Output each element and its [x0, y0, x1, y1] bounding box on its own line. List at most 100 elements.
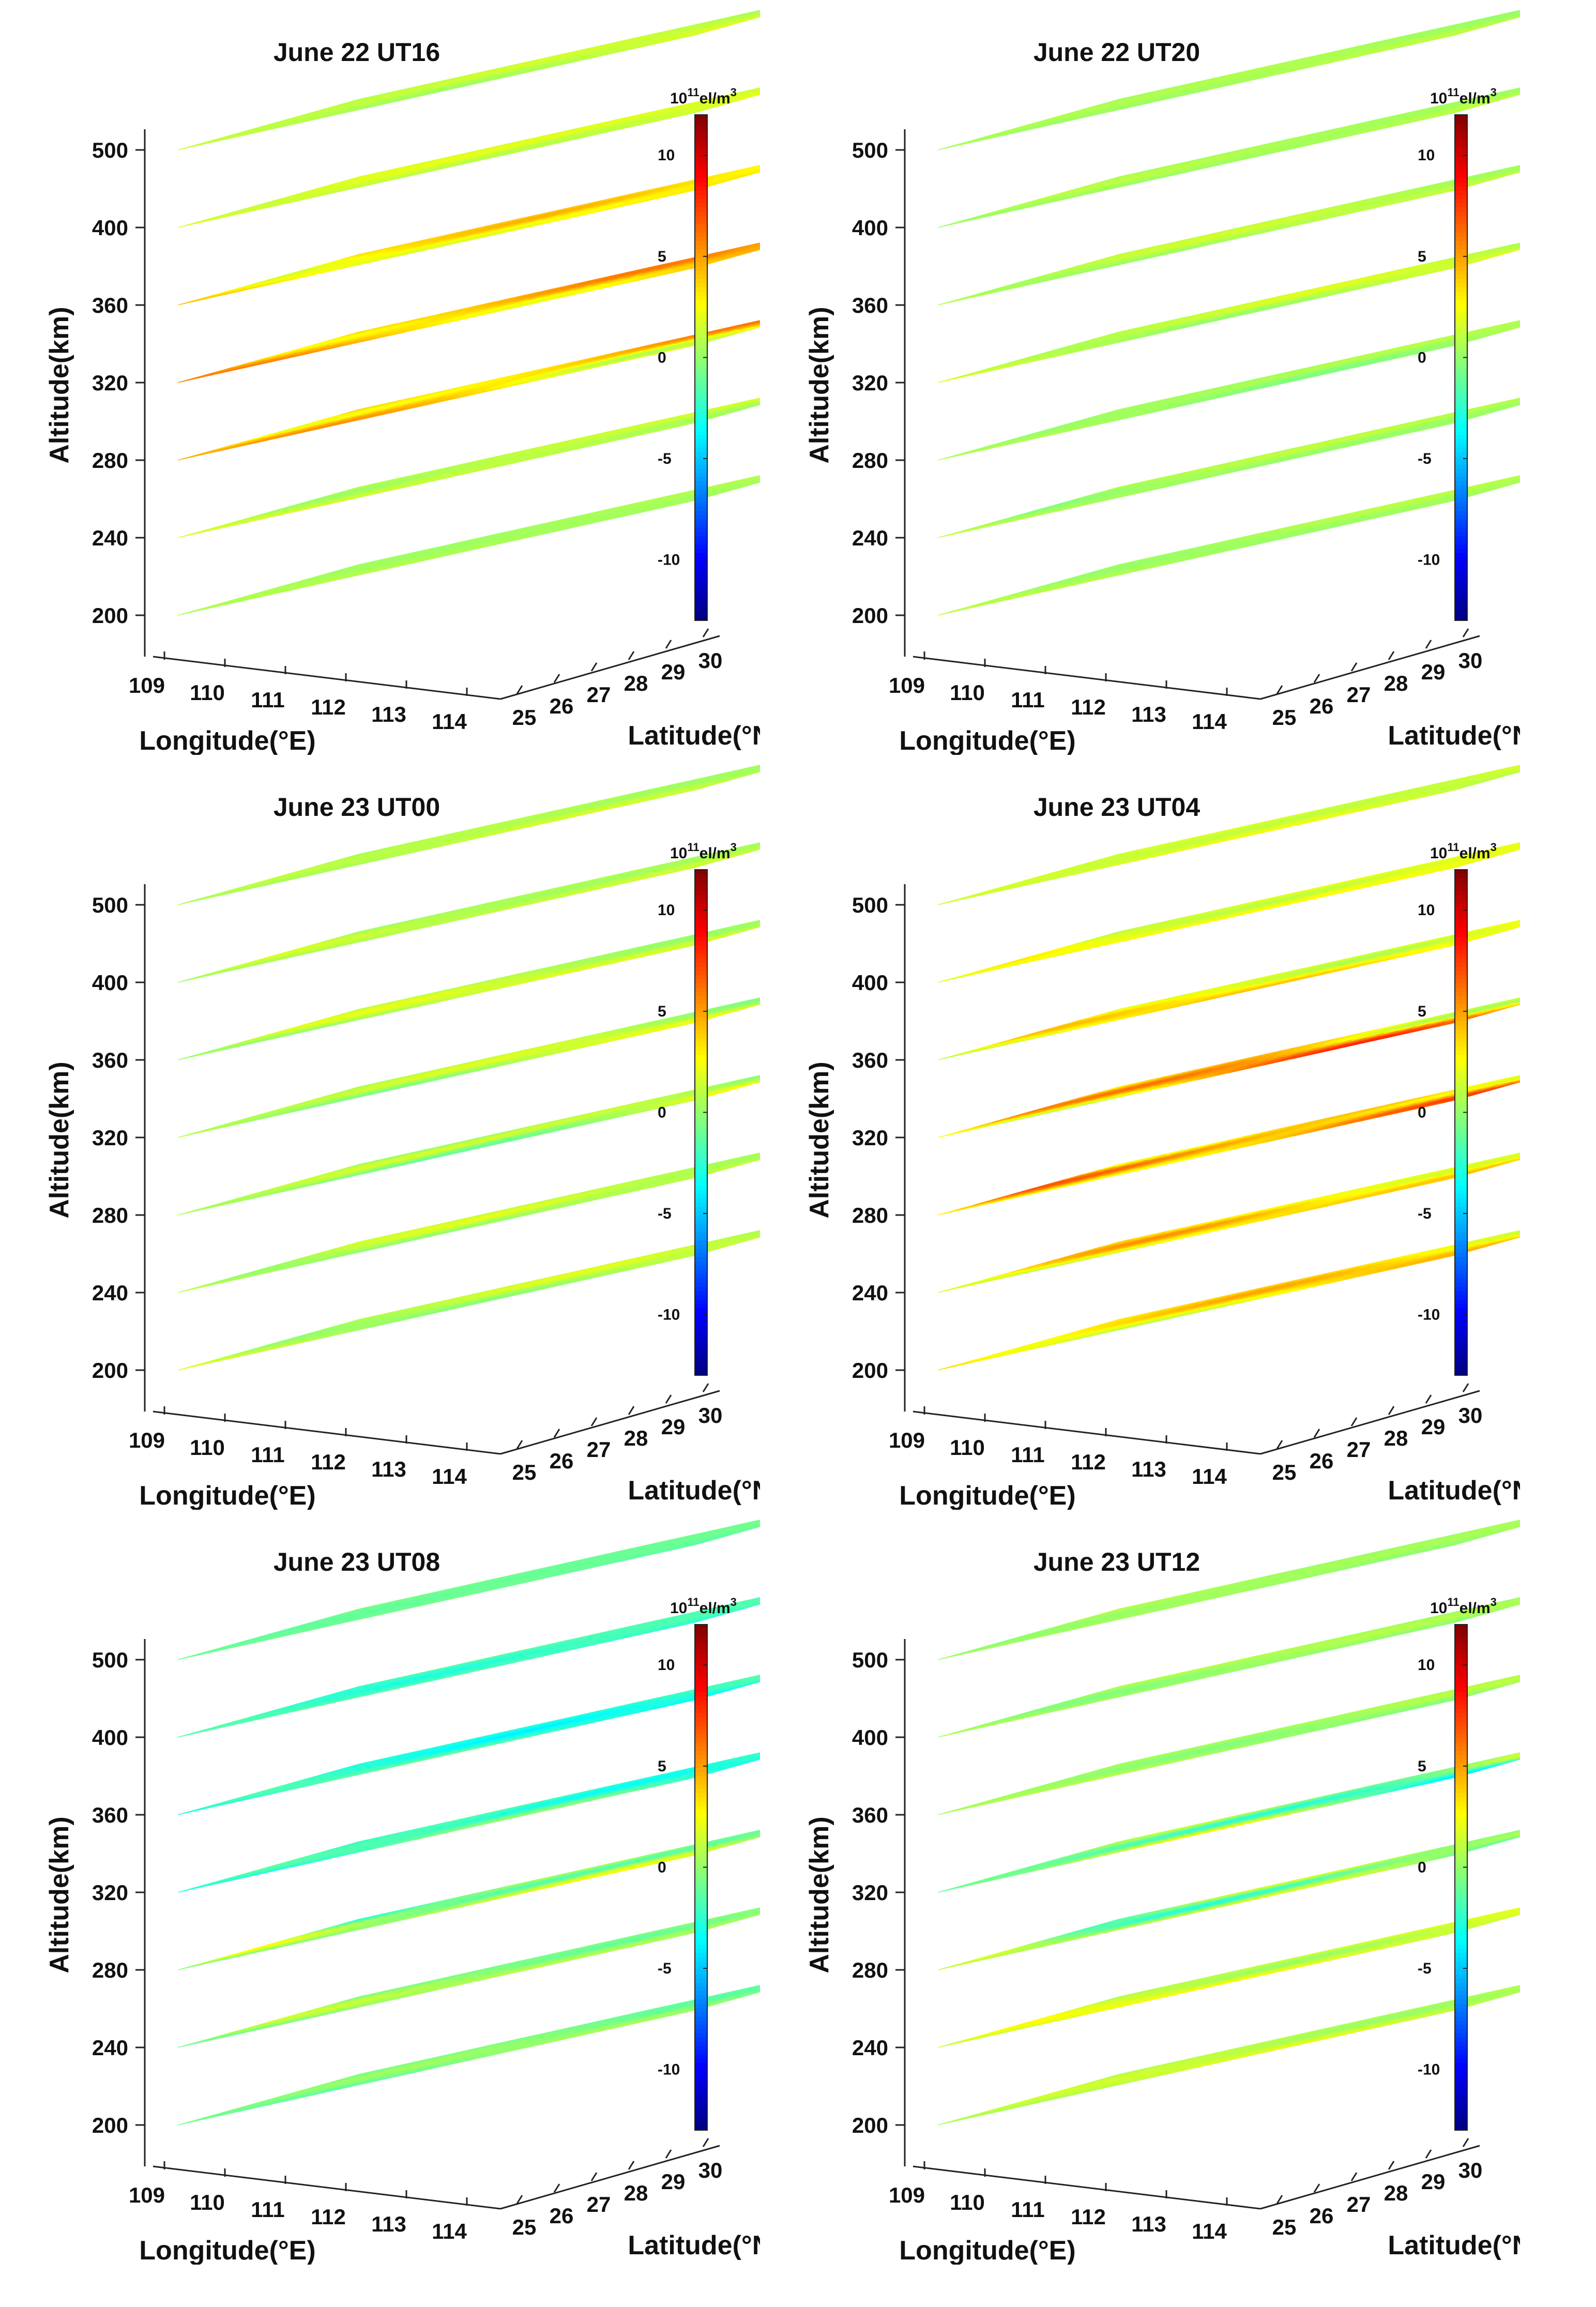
layer-cell — [1488, 165, 1520, 174]
colorbar-step — [695, 1316, 707, 1321]
layer-cell — [1488, 920, 1520, 929]
altitude-tick-label: 200 — [852, 1358, 888, 1383]
colorbar-step — [695, 1131, 707, 1136]
colorbar-step — [695, 405, 707, 411]
layer-cell — [1488, 765, 1520, 773]
layer-cell — [756, 1155, 760, 1157]
layer-cell — [738, 13, 760, 20]
latitude-tick-label: 26 — [1310, 1449, 1334, 1473]
longitude-tick-label: 114 — [432, 709, 467, 734]
colorbar-step — [695, 292, 707, 297]
layer-cell — [753, 769, 760, 772]
colorbar-step — [1455, 380, 1467, 385]
layer-cell — [1516, 767, 1520, 769]
layer-cell — [742, 1154, 760, 1159]
colorbar-tick-label: 10 — [658, 902, 675, 919]
latitude-tick-label: 25 — [512, 1460, 537, 1484]
altitude-tick-label: 360 — [92, 1048, 128, 1072]
colorbar-step — [1455, 169, 1467, 174]
colorbar-step — [1455, 368, 1467, 372]
layer-cell — [1513, 1002, 1520, 1005]
layer-cell — [1488, 398, 1520, 406]
colorbar-step — [1455, 313, 1467, 317]
colorbar-step — [695, 1068, 707, 1072]
layer-cell — [1498, 1078, 1520, 1085]
colorbar-step — [695, 464, 707, 469]
layer-cell — [738, 478, 760, 485]
colorbar-step — [695, 275, 707, 280]
colorbar-step — [695, 174, 707, 179]
colorbar-step — [1455, 199, 1467, 204]
altitude-layer-360 — [177, 165, 760, 306]
colorbar-step — [695, 1143, 707, 1148]
altitude-tick-label: 280 — [92, 1203, 128, 1227]
altitude-layer-320 — [177, 242, 760, 383]
longitude-axis-line — [153, 1410, 501, 1455]
layer-cell — [1488, 10, 1520, 19]
colorbar-step — [695, 1211, 707, 1216]
colorbar-step — [695, 1080, 707, 1085]
longitude-tick-label: 114 — [1192, 709, 1227, 734]
latitude-tick-label: 28 — [624, 1426, 648, 1450]
altitude-tick-label: 320 — [852, 371, 888, 395]
colorbar-step — [695, 912, 707, 917]
latitude-tick — [1350, 662, 1358, 672]
colorbar-step — [1455, 241, 1467, 246]
colorbar-step — [1455, 599, 1467, 604]
colorbar-tick-label: 5 — [1418, 248, 1426, 265]
colorbar-step — [695, 894, 707, 900]
layer-cell — [753, 92, 760, 95]
latitude-tick — [628, 651, 635, 660]
colorbar-step — [695, 1025, 707, 1030]
altitude-layer-400 — [177, 87, 760, 228]
colorbar-step — [1455, 464, 1467, 469]
latitude-tick — [665, 640, 672, 649]
layer-cell — [1488, 242, 1520, 251]
longitude-tick-label: 110 — [190, 1435, 225, 1460]
colorbar-step — [695, 169, 707, 174]
colorbar-step — [695, 186, 707, 191]
colorbar-step — [1455, 321, 1467, 326]
layer-cell — [738, 1156, 760, 1162]
latitude-tick-label: 28 — [1384, 671, 1408, 695]
layer-cell — [1502, 88, 1520, 94]
layer-cell — [756, 90, 760, 92]
colorbar-step — [695, 1325, 707, 1330]
latitude-tick-label: 28 — [624, 671, 648, 695]
colorbar-step — [695, 1110, 707, 1115]
colorbar-step — [695, 313, 707, 317]
layer-cell — [1502, 1076, 1520, 1082]
colorbar-step — [1455, 182, 1467, 187]
colorbar-step — [695, 115, 707, 119]
altitude-tick-label: 360 — [92, 293, 128, 317]
altitude-tick-label: 280 — [852, 448, 888, 473]
colorbar-step — [1455, 431, 1467, 436]
colorbar-step — [695, 874, 707, 879]
colorbar-step — [695, 1156, 707, 1161]
longitude-tick-label: 111 — [1011, 1443, 1044, 1467]
layer-cell — [742, 476, 760, 482]
colorbar-step — [695, 443, 707, 448]
colorbar-step — [1455, 165, 1467, 170]
latitude-tick — [702, 628, 709, 638]
altitude-tick-label: 400 — [852, 216, 888, 240]
altitude-layer-500 — [177, 765, 760, 905]
colorbar-step — [695, 1122, 707, 1127]
latitude-tick — [553, 674, 560, 683]
colorbar-step — [695, 1358, 707, 1363]
colorbar-step — [695, 211, 707, 217]
colorbar-tick-label: -10 — [658, 1307, 680, 1324]
colorbar-step — [695, 1173, 707, 1178]
colorbar-step — [1455, 557, 1467, 562]
colorbar-step — [695, 1207, 707, 1211]
layer-cell — [756, 478, 760, 480]
colorbar-step — [695, 1168, 707, 1174]
colorbar-step — [695, 1017, 707, 1022]
altitude-tick-label: 400 — [92, 216, 128, 240]
layer-cell — [1498, 845, 1520, 852]
longitude-tick-label: 109 — [889, 673, 925, 697]
layer-cell — [1502, 1154, 1520, 1159]
colorbar-step — [1455, 135, 1467, 141]
layer-cell — [1498, 1000, 1520, 1007]
